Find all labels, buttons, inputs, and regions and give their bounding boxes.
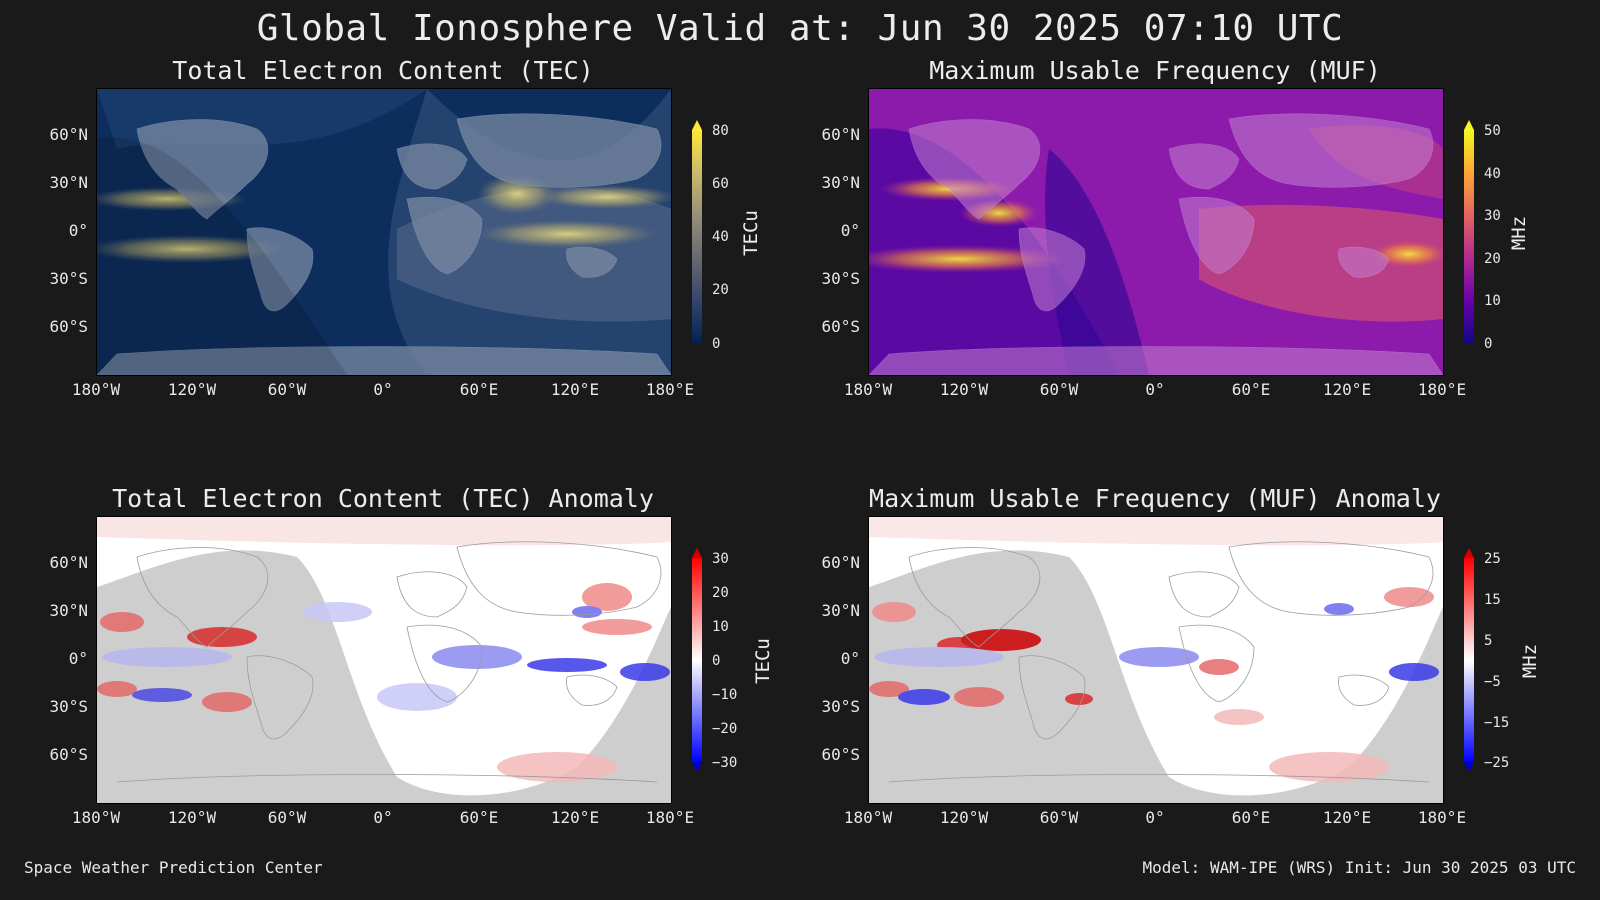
lat-tick: 30°N	[821, 173, 860, 192]
tec-map	[96, 88, 672, 376]
cbar-tick: 20	[712, 585, 729, 601]
lon-tick: 180°E	[645, 808, 695, 827]
lon-tick: 60°E	[459, 808, 499, 827]
lon-tick: 120°E	[1322, 808, 1372, 827]
lon-tick: 120°E	[550, 380, 600, 399]
lon-tick: 60°W	[267, 808, 307, 827]
lon-tick: 180°W	[71, 380, 121, 399]
cbar-tick: 15	[1484, 592, 1501, 608]
figure-title: Global Ionosphere Valid at: Jun 30 2025 …	[256, 8, 1344, 49]
lon-tick: 60°E	[459, 380, 499, 399]
lat-tick: 0°	[68, 649, 88, 668]
lat-tick: 60°N	[49, 125, 88, 144]
cbar-tick: −15	[1484, 715, 1510, 731]
cbar-label: MHz	[1519, 643, 1542, 679]
muf-anomaly-panel-title: Maximum Usable Frequency (MUF) Anomaly	[869, 484, 1441, 513]
lat-tick: 0°	[840, 649, 860, 668]
cbar-tick: 0	[1484, 336, 1493, 352]
cbar-tick: 10	[712, 619, 729, 635]
muf-anomaly-colorbar	[1464, 548, 1474, 772]
cbar-tick: 40	[712, 229, 729, 245]
lat-tick: 60°N	[821, 125, 860, 144]
lon-tick: 0°	[373, 808, 393, 827]
cbar-tick: −25	[1484, 755, 1510, 771]
lat-tick: 60°S	[49, 745, 88, 764]
lon-tick: 0°	[373, 380, 393, 399]
cbar-tick: 20	[712, 282, 729, 298]
cbar-label: TECu	[739, 210, 762, 256]
cbar-tick: 60	[712, 176, 729, 192]
lon-tick: 120°E	[550, 808, 600, 827]
cbar-tick: 0	[712, 336, 721, 352]
lat-tick: 30°N	[49, 173, 88, 192]
cbar-tick: 80	[712, 123, 729, 139]
cbar-tick: 0	[712, 653, 721, 669]
lat-tick: 30°N	[49, 601, 88, 620]
lat-tick: 60°N	[49, 553, 88, 572]
cbar-tick: 30	[1484, 208, 1501, 224]
lon-tick: 180°W	[71, 808, 121, 827]
cbar-tick: −5	[1484, 674, 1501, 690]
lon-tick: 180°W	[843, 380, 893, 399]
tec-anomaly-panel-title: Total Electron Content (TEC) Anomaly	[112, 484, 654, 513]
lon-tick: 60°W	[267, 380, 307, 399]
lat-tick: 60°N	[821, 553, 860, 572]
cbar-tick: −20	[712, 721, 738, 737]
muf-colorbar	[1464, 120, 1474, 344]
lat-tick: 60°S	[821, 745, 860, 764]
muf-map	[868, 88, 1444, 376]
lat-tick: 0°	[840, 221, 860, 240]
cbar-tick: 20	[1484, 251, 1501, 267]
cbar-label: TECu	[751, 638, 774, 684]
muf-panel-title: Maximum Usable Frequency (MUF)	[929, 56, 1381, 85]
cbar-tick: 25	[1484, 551, 1501, 567]
cbar-tick: 30	[712, 551, 729, 567]
cbar-tick: 5	[1484, 633, 1493, 649]
lon-tick: 120°W	[939, 380, 989, 399]
lon-tick: 60°W	[1039, 808, 1079, 827]
cbar-tick: 50	[1484, 123, 1501, 139]
lon-tick: 0°	[1145, 380, 1165, 399]
lon-tick: 60°W	[1039, 380, 1079, 399]
muf-anomaly-map	[868, 516, 1444, 804]
lat-tick: 0°	[68, 221, 88, 240]
lon-tick: 120°W	[939, 808, 989, 827]
cbar-tick: 10	[1484, 293, 1501, 309]
cbar-tick: −30	[712, 755, 738, 771]
lat-tick: 30°S	[821, 269, 860, 288]
tec-anomaly-map	[96, 516, 672, 804]
lat-tick: 30°S	[49, 697, 88, 716]
tec-anomaly-colorbar	[692, 548, 702, 772]
lat-tick: 60°S	[49, 317, 88, 336]
footer-right: Model: WAM-IPE (WRS) Init: Jun 30 2025 0…	[1142, 858, 1576, 877]
lon-tick: 60°E	[1231, 380, 1271, 399]
tec-colorbar	[692, 120, 702, 344]
tec-panel-title: Total Electron Content (TEC)	[172, 56, 594, 85]
cbar-tick: 40	[1484, 166, 1501, 182]
lon-tick: 120°W	[167, 380, 217, 399]
lon-tick: 180°E	[645, 380, 695, 399]
lon-tick: 120°E	[1322, 380, 1372, 399]
lat-tick: 60°S	[821, 317, 860, 336]
lat-tick: 30°S	[821, 697, 860, 716]
lon-tick: 0°	[1145, 808, 1165, 827]
lon-tick: 180°E	[1417, 808, 1467, 827]
lon-tick: 180°E	[1417, 380, 1467, 399]
footer-left: Space Weather Prediction Center	[24, 858, 323, 877]
lon-tick: 180°W	[843, 808, 893, 827]
lon-tick: 120°W	[167, 808, 217, 827]
cbar-tick: −10	[712, 687, 738, 703]
lon-tick: 60°E	[1231, 808, 1271, 827]
lat-tick: 30°S	[49, 269, 88, 288]
cbar-label: MHz	[1508, 215, 1531, 251]
lat-tick: 30°N	[821, 601, 860, 620]
